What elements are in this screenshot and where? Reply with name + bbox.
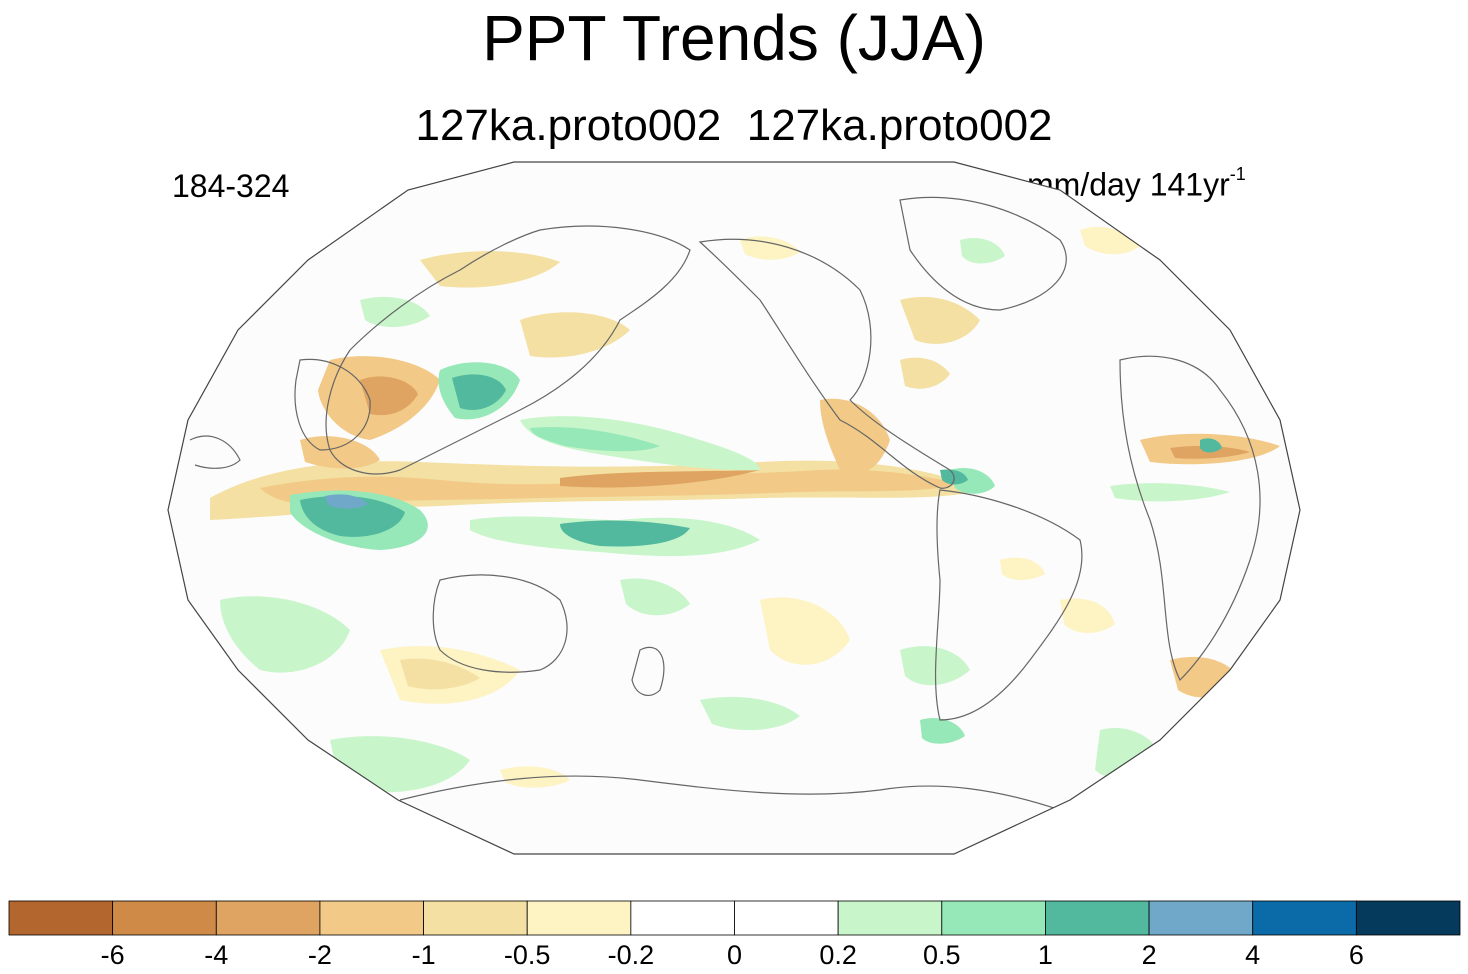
colorbar-box — [319, 900, 424, 936]
colorbar-box — [630, 900, 735, 936]
year-range-label: 184-324 — [172, 168, 290, 204]
colorbar-labels: -6 -4 -2 -1 -0.5 -0.2 0 0.2 0.5 1 2 4 6 — [0, 938, 1468, 974]
map-subtitle: 127ka.proto002 127ka.proto002 — [0, 100, 1468, 152]
subtitle-left: 127ka.proto002 — [415, 101, 722, 150]
colorbar-box — [112, 900, 217, 936]
colorbar-tick-label: -0.2 — [607, 940, 655, 970]
colorbar-box — [215, 900, 321, 936]
colorbar-box — [1355, 900, 1461, 936]
colorbar-tick-label: 2 — [1141, 940, 1157, 970]
colorbar — [8, 900, 1461, 936]
colorbar-tick-label: 0.5 — [923, 940, 961, 970]
colorbar-box — [734, 900, 839, 936]
subtitle-right: 127ka.proto002 — [746, 101, 1053, 150]
units-exponent: -1 — [1229, 164, 1246, 184]
colorbar-box — [423, 900, 528, 936]
colorbar-tick-label: 6 — [1348, 940, 1364, 970]
colorbar-box — [8, 900, 114, 936]
colorbar-box — [1252, 900, 1357, 936]
colorbar-tick-label: 1 — [1037, 940, 1053, 970]
colorbar-box — [526, 900, 632, 936]
colorbar-tick-label: -1 — [411, 940, 436, 970]
colorbar-box — [1148, 900, 1254, 936]
globe-outline — [167, 161, 1301, 855]
colorbar-box — [837, 900, 943, 936]
colorbar-box — [1045, 900, 1150, 936]
colorbar-tick-label: 0 — [726, 940, 743, 970]
colorbar-tick-label: -6 — [100, 940, 125, 970]
colorbar-tick-label: -4 — [204, 940, 229, 970]
colorbar-tick-label: 4 — [1245, 940, 1261, 970]
colorbar-tick-label: -0.5 — [503, 940, 551, 970]
colorbar-box — [941, 900, 1046, 936]
colorbar-tick-label: 0.2 — [819, 940, 857, 970]
map-title: PPT Trends (JJA) — [482, 2, 986, 74]
colorbar-tick-label: -2 — [307, 940, 332, 970]
coastlines — [189, 196, 1261, 811]
